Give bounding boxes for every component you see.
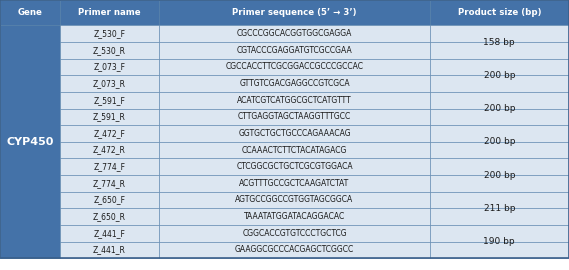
Text: AGTGCCGGCCGTGGTAGCGGCA: AGTGCCGGCCGTGGTAGCGGCA bbox=[236, 195, 353, 204]
Bar bbox=[159, 42, 430, 59]
Text: Z_774_F: Z_774_F bbox=[93, 162, 126, 171]
Bar bbox=[60, 192, 159, 208]
Text: Z_073_R: Z_073_R bbox=[93, 79, 126, 88]
Bar bbox=[430, 175, 569, 192]
Bar bbox=[430, 109, 569, 125]
Bar bbox=[430, 75, 569, 92]
Text: 190 bp: 190 bp bbox=[484, 237, 515, 246]
Bar bbox=[159, 92, 430, 109]
Text: Product size (bp): Product size (bp) bbox=[457, 8, 541, 17]
Bar bbox=[430, 0, 569, 25]
Text: CGTACCCGAGGATGTCGCCGAA: CGTACCCGAGGATGTCGCCGAA bbox=[237, 46, 352, 55]
Bar bbox=[159, 75, 430, 92]
Text: CCAAACTCTTCTACATAGACG: CCAAACTCTTCTACATAGACG bbox=[242, 146, 347, 155]
Text: Z_530_R: Z_530_R bbox=[93, 46, 126, 55]
Bar bbox=[430, 59, 569, 75]
Bar bbox=[0, 0, 60, 25]
Text: Z_472_R: Z_472_R bbox=[93, 146, 126, 155]
Text: CGCCCGGCACGGTGGCGAGGA: CGCCCGGCACGGTGGCGAGGA bbox=[237, 29, 352, 38]
Bar bbox=[60, 25, 159, 42]
Bar bbox=[0, 25, 60, 258]
Bar bbox=[430, 42, 569, 59]
Bar bbox=[430, 192, 569, 208]
Text: CGGCACCGTGTCCCTGCTCG: CGGCACCGTGTCCCTGCTCG bbox=[242, 229, 347, 238]
Text: 158 bp: 158 bp bbox=[484, 38, 515, 46]
Bar bbox=[159, 109, 430, 125]
Text: 200 bp: 200 bp bbox=[484, 137, 515, 146]
Text: 211 bp: 211 bp bbox=[484, 204, 515, 213]
Bar bbox=[60, 241, 159, 258]
Text: GGTGCTGCTGCCCAGAAACAG: GGTGCTGCTGCCCAGAAACAG bbox=[238, 129, 351, 138]
Text: CGCCACCTTCGCGGACCGCCCGCCAC: CGCCACCTTCGCGGACCGCCCGCCAC bbox=[225, 62, 364, 72]
Bar bbox=[60, 59, 159, 75]
Bar bbox=[430, 225, 569, 241]
Bar bbox=[60, 42, 159, 59]
Text: 200 bp: 200 bp bbox=[484, 171, 515, 180]
Text: Z_441_F: Z_441_F bbox=[93, 229, 126, 238]
Text: 200 bp: 200 bp bbox=[484, 104, 515, 113]
Bar bbox=[159, 125, 430, 142]
Text: ACGTTTGCCGCTCAAGATCTAT: ACGTTTGCCGCTCAAGATCTAT bbox=[240, 179, 349, 188]
Bar bbox=[60, 175, 159, 192]
Bar bbox=[159, 175, 430, 192]
Bar bbox=[60, 75, 159, 92]
Text: Z_774_R: Z_774_R bbox=[93, 179, 126, 188]
Bar bbox=[60, 142, 159, 158]
Text: Gene: Gene bbox=[18, 8, 42, 17]
Bar bbox=[60, 158, 159, 175]
Text: Z_073_F: Z_073_F bbox=[93, 62, 126, 72]
Bar bbox=[430, 241, 569, 258]
Text: GAAGGCGCCCACGAGCTCGGCC: GAAGGCGCCCACGAGCTCGGCC bbox=[235, 245, 354, 254]
Text: Primer sequence (5’ → 3’): Primer sequence (5’ → 3’) bbox=[232, 8, 357, 17]
Bar bbox=[60, 92, 159, 109]
Bar bbox=[430, 125, 569, 142]
Bar bbox=[60, 0, 159, 25]
Bar bbox=[159, 142, 430, 158]
Text: Z_650_F: Z_650_F bbox=[93, 195, 126, 204]
Bar bbox=[60, 225, 159, 241]
Text: TAAATATGGATACAGGACAC: TAAATATGGATACAGGACAC bbox=[244, 212, 345, 221]
Bar bbox=[159, 59, 430, 75]
Text: CTCGGCGCTGCTCGCGTGGACA: CTCGGCGCTGCTCGCGTGGACA bbox=[236, 162, 353, 171]
Text: Z_530_F: Z_530_F bbox=[93, 29, 126, 38]
Bar bbox=[159, 208, 430, 225]
Bar bbox=[60, 208, 159, 225]
Text: 200 bp: 200 bp bbox=[484, 71, 515, 80]
Bar bbox=[159, 158, 430, 175]
Bar bbox=[430, 158, 569, 175]
Text: GTTGTCGACGAGGCCGTCGCA: GTTGTCGACGAGGCCGTCGCA bbox=[239, 79, 350, 88]
Bar bbox=[430, 142, 569, 158]
Text: Z_441_R: Z_441_R bbox=[93, 245, 126, 254]
Bar bbox=[430, 25, 569, 42]
Text: Z_472_F: Z_472_F bbox=[93, 129, 126, 138]
Bar bbox=[159, 225, 430, 241]
Text: ACATCGTCATGGCGCTCATGTTT: ACATCGTCATGGCGCTCATGTTT bbox=[237, 96, 352, 105]
Bar bbox=[430, 92, 569, 109]
Bar bbox=[159, 0, 430, 25]
Bar bbox=[60, 109, 159, 125]
Bar bbox=[430, 208, 569, 225]
Text: Z_591_F: Z_591_F bbox=[93, 96, 126, 105]
Text: Z_650_R: Z_650_R bbox=[93, 212, 126, 221]
Text: Z_591_R: Z_591_R bbox=[93, 112, 126, 121]
Text: CTTGAGGTAGCTAAGGTTTGCC: CTTGAGGTAGCTAAGGTTTGCC bbox=[238, 112, 351, 121]
Text: CYP450: CYP450 bbox=[6, 137, 53, 147]
Bar bbox=[60, 125, 159, 142]
Bar bbox=[159, 25, 430, 42]
Text: Primer name: Primer name bbox=[78, 8, 141, 17]
Bar bbox=[159, 241, 430, 258]
Bar bbox=[159, 192, 430, 208]
